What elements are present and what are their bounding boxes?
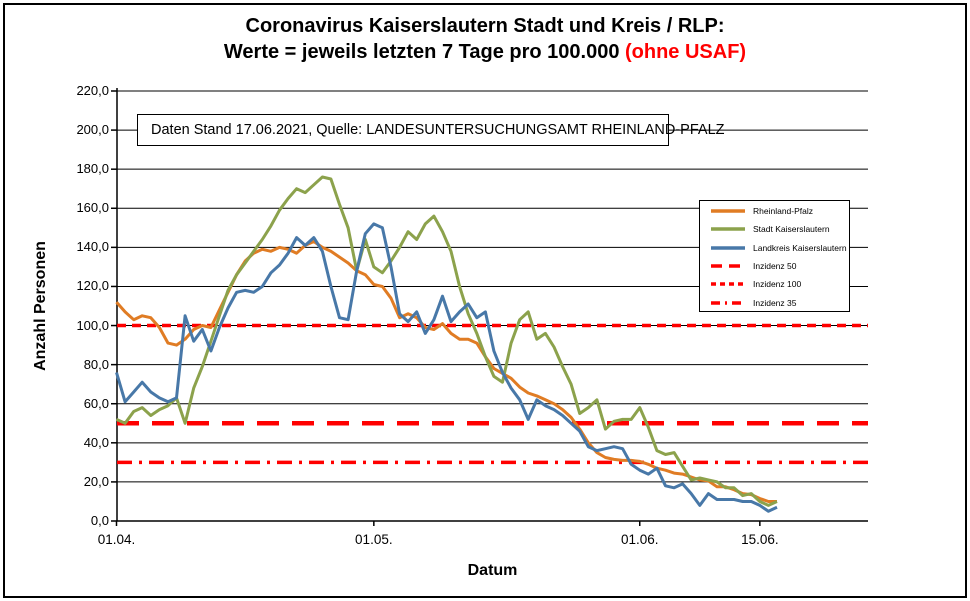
y-tick-label: 120,0 bbox=[76, 278, 109, 294]
y-tick-label: 160,0 bbox=[76, 200, 109, 216]
legend-swatch-landkreis-kaiserslautern bbox=[711, 245, 745, 250]
legend-item: Inzidenz 35 bbox=[700, 293, 849, 311]
x-tick-label: 01.04. bbox=[97, 532, 136, 547]
y-tick-label: 140,0 bbox=[76, 239, 109, 255]
x-tick-label: 15.06. bbox=[741, 532, 779, 547]
y-tick-label: 100,0 bbox=[76, 317, 109, 333]
chart-title-line2: Werte = jeweils letzten 7 Tage pro 100.0… bbox=[0, 39, 970, 65]
x-tick-label: 01.05. bbox=[355, 532, 393, 547]
legend-swatch-inzidenz-50 bbox=[711, 264, 745, 268]
legend-label: Inzidenz 100 bbox=[753, 279, 802, 290]
y-tick-label: 200,0 bbox=[76, 122, 109, 138]
y-tick-label: 0,0 bbox=[90, 513, 109, 528]
x-axis-title: Datum bbox=[467, 562, 518, 579]
y-tick-label: 80,0 bbox=[83, 356, 109, 372]
legend-label: Rheinland-Pfalz bbox=[753, 206, 814, 217]
legend-swatch-stadt-kaiserslautern bbox=[711, 227, 745, 232]
y-tick-label: 40,0 bbox=[83, 434, 109, 450]
chart-title-line1: Coronavirus Kaiserslautern Stadt und Kre… bbox=[245, 15, 725, 37]
y-tick-label: 60,0 bbox=[83, 395, 109, 411]
legend-item: Landkreis Kaiserslautern bbox=[700, 239, 849, 257]
legend-label: Landkreis Kaiserslautern bbox=[753, 242, 847, 253]
legend-item: Inzidenz 50 bbox=[700, 257, 849, 275]
legend-swatch-inzidenz-35 bbox=[711, 300, 745, 305]
chart-title: Coronavirus Kaiserslautern Stadt und Kre… bbox=[0, 13, 970, 65]
legend: Rheinland-Pfalz Stadt Kaiserslautern Landk… bbox=[699, 200, 850, 312]
series-line-stadt-kaiserslautern bbox=[115, 175, 778, 507]
legend-label: Inzidenz 50 bbox=[753, 261, 797, 272]
y-tick-label: 220,0 bbox=[76, 83, 109, 98]
series-line-landkreis-kaiserslautern bbox=[115, 222, 778, 513]
y-axis-title: Anzahl Personen bbox=[32, 241, 49, 371]
annotation-box: Daten Stand 17.06.2021, Quelle: LANDESUN… bbox=[137, 114, 725, 146]
y-tick-label: 20,0 bbox=[83, 473, 109, 489]
legend-label: Stadt Kaiserslautern bbox=[753, 224, 830, 235]
legend-swatch-inzidenz-100 bbox=[711, 282, 745, 287]
legend-item: Rheinland-Pfalz bbox=[700, 202, 849, 220]
chart-title-line2-black: Werte = jeweils letzten 7 Tage pro 100.0… bbox=[223, 41, 625, 63]
legend-swatch-rheinland-pfalz bbox=[711, 209, 745, 213]
chart-title-line2-red: (ohne USAF) bbox=[625, 41, 747, 63]
legend-item: Stadt Kaiserslautern bbox=[700, 220, 849, 238]
x-tick-label: 01.06. bbox=[620, 532, 659, 547]
legend-item: Inzidenz 100 bbox=[700, 275, 849, 293]
legend-label: Inzidenz 35 bbox=[753, 297, 797, 308]
y-tick-label: 180,0 bbox=[76, 161, 109, 177]
